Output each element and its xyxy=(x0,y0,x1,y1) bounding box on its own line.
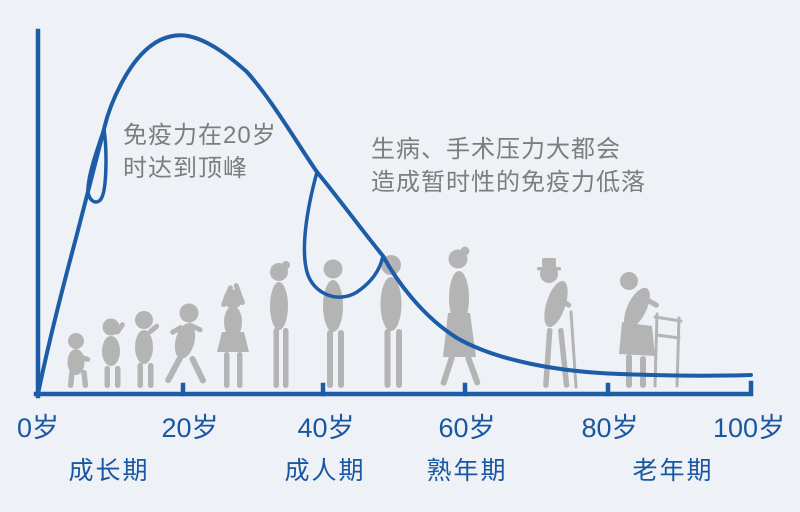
silhouette-toddler xyxy=(102,318,125,388)
stage-label-growth: 成长期 xyxy=(68,457,150,485)
tick-label-100: 100岁 xyxy=(712,413,786,443)
tick-label-40: 40岁 xyxy=(297,413,355,443)
silhouette-middle-aged-woman xyxy=(440,246,481,386)
dip-annotation-line1: 生病、手术压力大都会 xyxy=(371,136,621,163)
silhouette-adult-woman xyxy=(323,259,344,388)
silhouette-cheering-girl xyxy=(217,283,249,388)
silhouette-elderly-man xyxy=(537,258,578,389)
tick-label-60: 60岁 xyxy=(438,413,496,443)
peak-annotation-line1: 免疫力在20岁 xyxy=(123,122,277,149)
silhouette-elderly-woman-walker xyxy=(619,272,683,388)
tick-label-0: 0岁 xyxy=(16,413,60,443)
x-axis xyxy=(33,380,754,397)
peak-annotation-line2: 时达到顶峰 xyxy=(123,155,248,182)
silhouette-infant xyxy=(67,333,91,388)
dip-annotation: 生病、手术压力大都会 造成暂时性的免疫力低落 xyxy=(371,133,646,199)
silhouette-running-child xyxy=(165,303,206,384)
stage-label-adult: 成人期 xyxy=(284,457,366,485)
silhouette-adult-man xyxy=(380,255,402,388)
tick-label-80: 80岁 xyxy=(581,413,639,443)
dip-annotation-line2: 造成暂时性的免疫力低落 xyxy=(371,169,646,196)
stage-label-mature: 熟年期 xyxy=(426,457,508,485)
dip-loop-age10 xyxy=(86,127,108,204)
x-axis-ticks xyxy=(180,382,611,397)
immunity-curve xyxy=(36,33,753,396)
peak-annotation: 免疫力在20岁 时达到顶峰 xyxy=(123,119,277,185)
tick-label-20: 20岁 xyxy=(161,413,219,443)
silhouette-young-adult-woman xyxy=(270,261,290,388)
stage-label-elderly: 老年期 xyxy=(632,457,714,485)
walker-icon xyxy=(653,312,683,388)
silhouette-young-child xyxy=(135,311,160,388)
dip-loop-age40 xyxy=(302,170,385,299)
